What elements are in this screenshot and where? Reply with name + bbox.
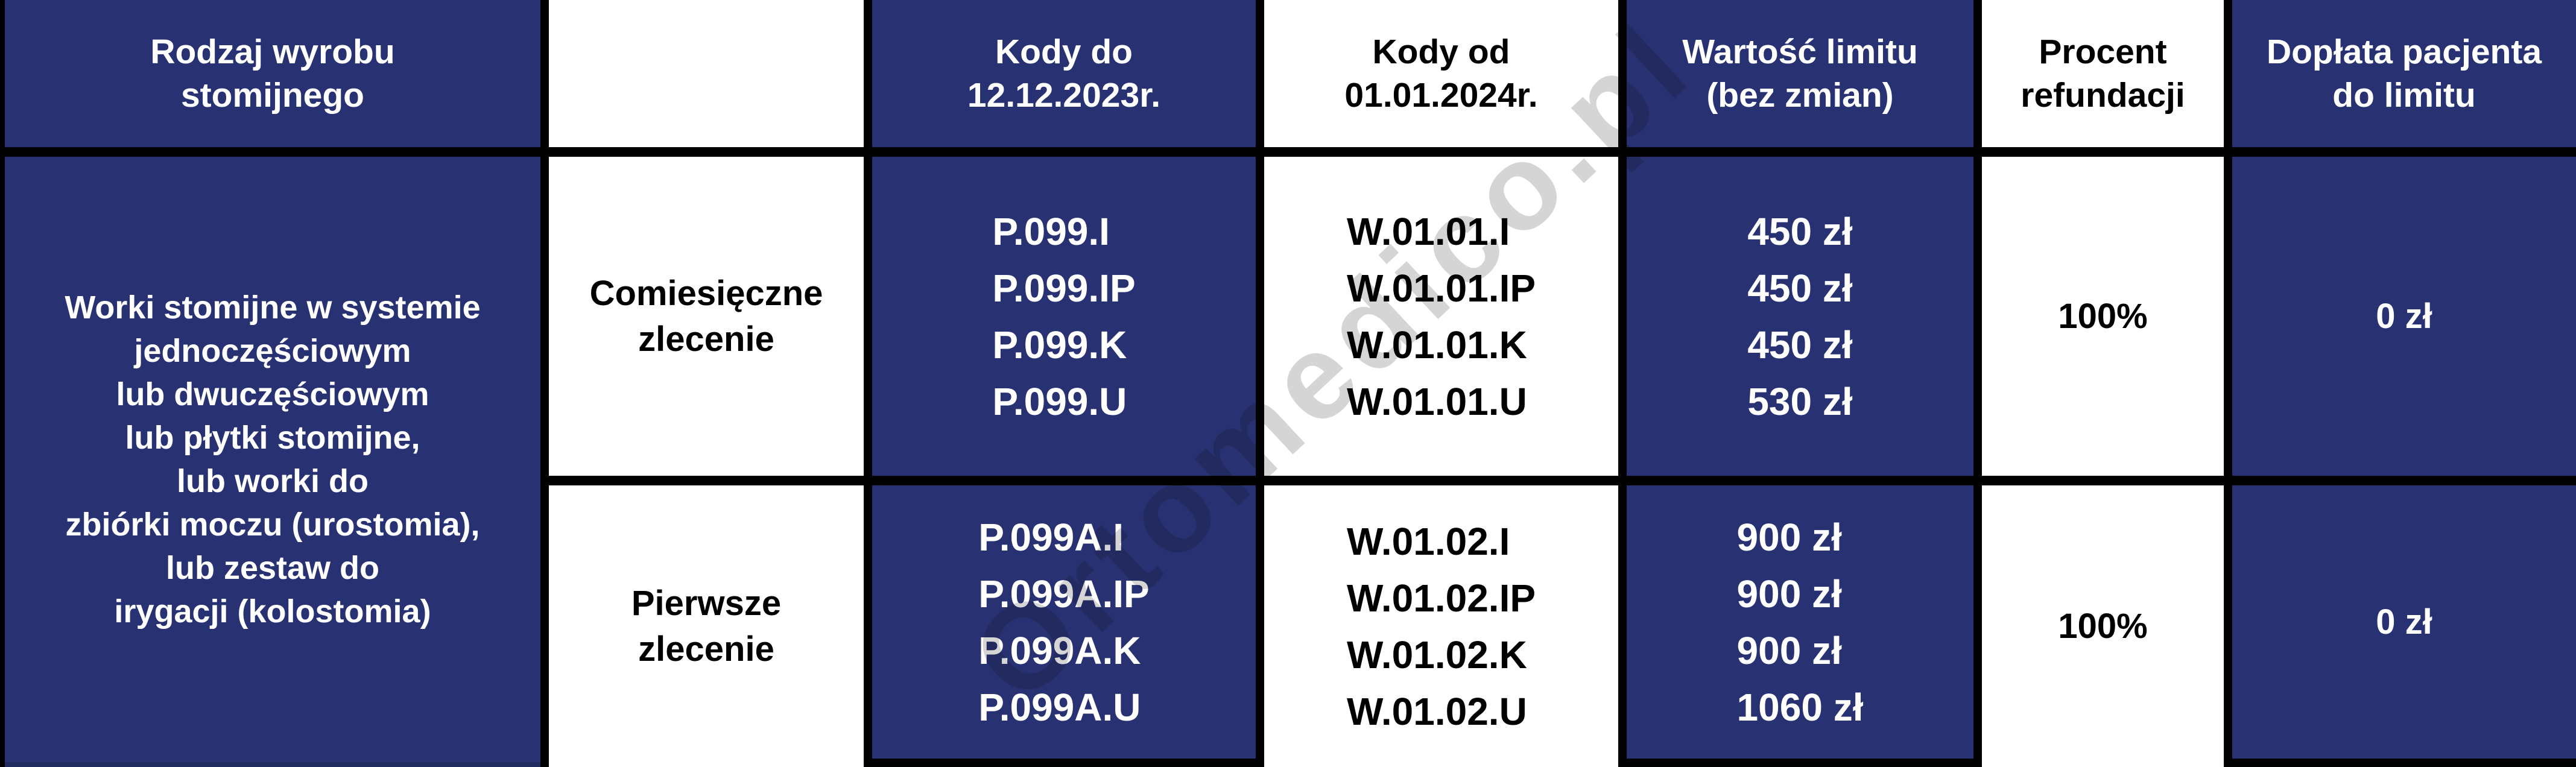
cell-row1-patient-copay: 0 zł [2232,157,2576,476]
codes-old-list: P.099A.I P.099A.IP P.099A.K P.099A.U [978,515,1150,729]
cell-row2-limit-values: 900 zł 900 zł 900 zł 1060 zł [1627,485,1973,767]
cell-row1-codes-new: W.01.01.I W.01.01.IP W.01.01.K W.01.01.U [1264,157,1618,476]
cell-row1-limit-values: 450 zł 450 zł 450 zł 530 zł [1627,157,1973,476]
cell-row2-order-type: Pierwsze zlecenie [549,485,864,767]
codes-old-list: P.099.I P.099.IP P.099.K P.099.U [992,209,1136,423]
header-limit-value: Wartość limitu (bez zmian) [1627,0,1973,147]
header-refund-percent: Procent refundacji [1982,0,2224,147]
header-codes-until: Kody do 12.12.2023r. [872,0,1256,147]
limit-values-list: 450 zł 450 zł 450 zł 530 zł [1747,209,1853,423]
cell-row1-codes-old: P.099.I P.099.IP P.099.K P.099.U [872,157,1256,476]
codes-new-list: W.01.01.I W.01.01.IP W.01.01.K W.01.01.U [1346,209,1536,423]
cell-row2-patient-copay: 0 zł [2232,485,2576,767]
header-product-type: Rodzaj wyrobu stomijnego [5,0,540,147]
cell-row2-codes-new: W.01.02.I W.01.02.IP W.01.02.K W.01.02.U [1264,485,1618,767]
cell-product-description: Worki stomijne w systemie jednoczęściowy… [5,157,540,767]
header-patient-copay: Dopłata pacjenta do limitu [2232,0,2576,147]
table-grid: Rodzaj wyrobu stomijnego Kody do 12.12.2… [5,0,2576,767]
cell-row1-order-type: Comiesięczne zlecenie [549,157,864,476]
cell-row2-codes-old: P.099A.I P.099A.IP P.099A.K P.099A.U [872,485,1256,767]
codes-new-list: W.01.02.I W.01.02.IP W.01.02.K W.01.02.U [1346,519,1536,733]
cell-row1-refund-percent: 100% [1982,157,2224,476]
cell-row2-refund-percent: 100% [1982,485,2224,767]
header-codes-from: Kody od 01.01.2024r. [1264,0,1618,147]
limit-values-list: 900 zł 900 zł 900 zł 1060 zł [1736,515,1864,729]
header-order-blank [549,0,864,147]
